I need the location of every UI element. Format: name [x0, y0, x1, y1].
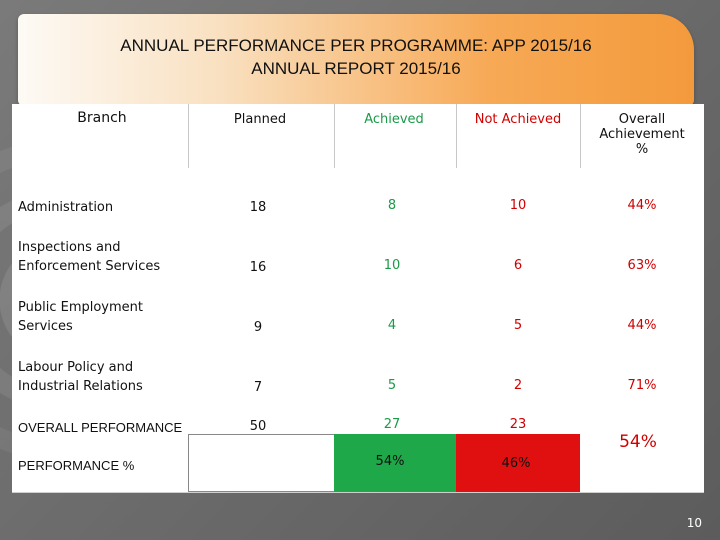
header-divider — [188, 104, 189, 168]
achieved-value: 5 — [387, 378, 397, 393]
achieved-value: 8 — [387, 198, 397, 213]
row-label-inspections: Inspections and Enforcement Services — [18, 238, 160, 276]
not-achieved-value: 10 — [509, 198, 527, 213]
overall-value: 63% — [627, 258, 657, 273]
header-not-achieved: Not Achieved — [474, 112, 562, 127]
title-banner: ANNUAL PERFORMANCE PER PROGRAMME: APP 20… — [18, 14, 694, 106]
header-planned: Planned — [233, 112, 287, 127]
row-label-line: Administration — [18, 200, 114, 215]
row-label-line: Enforcement Services — [18, 259, 161, 274]
row-label-line: Industrial Relations — [18, 379, 143, 394]
overall-planned-value: 50 — [249, 419, 267, 434]
performance-table: Branch Planned Achieved Not Achieved Ove… — [12, 104, 704, 493]
row-label-line: Labour Policy and — [18, 360, 134, 375]
row-label-labour-policy: Labour Policy and Industrial Relations — [18, 358, 143, 396]
overall-achieved-value: 27 — [383, 417, 401, 432]
row-label-line: Services — [18, 319, 73, 334]
not-achieved-percent-value: 46% — [501, 456, 531, 471]
not-achieved-value: 6 — [513, 258, 523, 273]
row-label-line: Public Employment — [18, 300, 143, 315]
header-branch: Branch — [77, 110, 127, 126]
not-achieved-percent-box — [456, 434, 580, 492]
header-divider — [334, 104, 335, 168]
achieved-value: 4 — [387, 318, 397, 333]
row-label-line: Inspections and — [18, 240, 121, 255]
overall-value: 44% — [627, 198, 657, 213]
header-divider — [580, 104, 581, 168]
page-number: 10 — [686, 516, 702, 530]
achieved-percent-value: 54% — [375, 454, 405, 469]
empty-planned-cell — [188, 434, 336, 492]
row-label-public-employment: Public Employment Services — [18, 298, 143, 336]
achieved-value: 10 — [383, 258, 401, 273]
title-line-1: ANNUAL PERFORMANCE PER PROGRAMME: APP 20… — [120, 36, 592, 55]
overall-value: 71% — [627, 378, 657, 393]
planned-value: 9 — [253, 320, 263, 335]
title-line-2: ANNUAL REPORT 2015/16 — [251, 59, 461, 78]
row-label-administration: Administration — [18, 198, 113, 217]
planned-value: 16 — [249, 260, 267, 275]
not-achieved-value: 5 — [513, 318, 523, 333]
header-overall-line-1: Overall — [618, 112, 666, 127]
not-achieved-value: 2 — [513, 378, 523, 393]
planned-value: 7 — [253, 380, 263, 395]
overall-percent-value: 54% — [619, 432, 657, 452]
header-overall-achievement: Overall Achievement % — [590, 112, 694, 157]
row-label-overall-performance: OVERALL PERFORMANCE — [18, 420, 183, 435]
header-overall-line-2: Achievement — [599, 127, 685, 142]
achieved-percent-box — [334, 434, 456, 492]
header-overall-line-3: % — [635, 142, 649, 157]
overall-not-achieved-value: 23 — [509, 417, 527, 432]
row-label-performance-percent: PERFORMANCE % — [18, 458, 135, 473]
header-achieved: Achieved — [364, 112, 424, 127]
overall-value: 44% — [627, 318, 657, 333]
planned-value: 18 — [249, 200, 267, 215]
header-divider — [456, 104, 457, 168]
